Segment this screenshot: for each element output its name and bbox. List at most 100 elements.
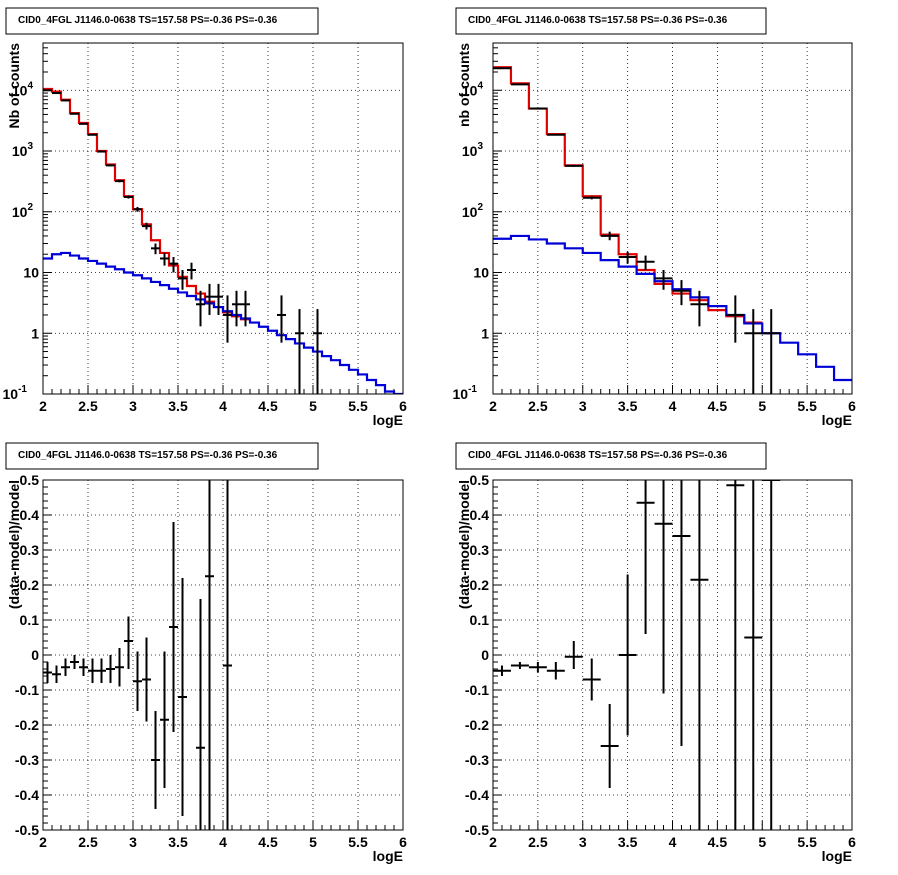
x-tick-label: 5 — [758, 834, 766, 850]
y-tick-label: 0.1 — [470, 612, 490, 628]
x-axis-label: logE — [373, 848, 403, 864]
background-model-line — [43, 251, 403, 394]
title-box — [455, 7, 767, 35]
data-point — [510, 662, 529, 669]
x-tick-label: 3.5 — [168, 398, 188, 414]
data-point — [205, 283, 214, 315]
x-axis-label: logE — [822, 848, 852, 864]
data-point — [97, 658, 106, 683]
y-tick-label: 10 — [23, 265, 39, 281]
x-tick-label: 5.5 — [797, 834, 817, 850]
data-point — [142, 637, 151, 722]
data-point — [564, 164, 583, 167]
data-point — [124, 616, 133, 669]
y-tick-label: 103 — [12, 141, 34, 159]
data-point — [70, 112, 79, 115]
x-tick-label: 2.5 — [78, 834, 98, 850]
total-model-line — [493, 66, 763, 324]
data-point — [223, 295, 232, 343]
y-tick-label: 0 — [481, 647, 489, 663]
plot-area — [493, 480, 781, 830]
data-point — [672, 280, 691, 306]
data-point — [528, 107, 547, 110]
y-tick-label: 0.2 — [20, 577, 40, 593]
y-tick-label: 0.4 — [20, 507, 40, 523]
data-point — [636, 480, 655, 634]
x-tick-label: 2.5 — [528, 398, 548, 414]
data-point — [88, 133, 97, 136]
plot-frame — [492, 42, 853, 395]
data-point — [654, 269, 673, 290]
data-point — [115, 648, 124, 687]
x-tick-label: 5 — [309, 834, 317, 850]
x-tick-label: 3 — [129, 834, 137, 850]
y-tick-label: 0.1 — [20, 612, 40, 628]
data-point — [70, 655, 79, 669]
data-point — [178, 578, 187, 816]
data-point — [61, 658, 70, 676]
data-point — [690, 480, 709, 830]
y-axis-label: (data-model)/model — [456, 480, 472, 609]
chart-title: CID0_4FGL J1146.0-0638 TS=157.58 PS=-0.3… — [18, 450, 278, 461]
data-point — [196, 599, 205, 830]
y-tick-label: -0.5 — [465, 822, 489, 838]
x-tick-label: 5.5 — [348, 398, 368, 414]
y-tick-label: 0.5 — [470, 472, 490, 488]
x-tick-label: 4.5 — [258, 398, 278, 414]
x-tick-label: 5 — [758, 398, 766, 414]
y-tick-label: 103 — [462, 141, 484, 159]
plot-area — [43, 480, 232, 830]
data-point — [762, 309, 781, 394]
y-tick-label: -0.4 — [15, 787, 39, 803]
chart-title: CID0_4FGL J1146.0-0638 TS=157.58 PS=-0.3… — [18, 15, 278, 26]
data-point — [726, 295, 745, 343]
x-tick-label: 2 — [489, 398, 497, 414]
x-tick-label: 3 — [579, 834, 587, 850]
data-point — [654, 480, 673, 694]
y-tick-label: -0.1 — [15, 682, 39, 698]
y-tick-label: -0.3 — [15, 752, 39, 768]
x-tick-label: 6 — [848, 398, 856, 414]
data-point — [124, 195, 133, 199]
data-point — [223, 480, 232, 830]
data-point — [43, 89, 52, 92]
data-point — [636, 255, 655, 270]
x-tick-label: 6 — [399, 834, 407, 850]
x-axis-label: logE — [822, 412, 852, 428]
data-point — [762, 480, 781, 830]
data-point — [546, 133, 565, 136]
x-tick-label: 3.5 — [618, 398, 638, 414]
plot-area — [493, 66, 852, 394]
data-point — [79, 658, 88, 676]
plot-area — [43, 87, 403, 394]
x-tick-label: 4 — [669, 398, 677, 414]
x-tick-label: 6 — [848, 834, 856, 850]
background-model-line — [493, 234, 852, 382]
data-point — [528, 662, 547, 673]
y-tick-label: 10-1 — [3, 384, 28, 402]
y-tick-label: 0.4 — [470, 507, 490, 523]
data-point — [106, 655, 115, 683]
y-axis-label: Nb of counts — [6, 43, 22, 129]
x-tick-label: 4.5 — [708, 834, 728, 850]
data-point — [690, 290, 709, 327]
x-tick-label: 2.5 — [78, 398, 98, 414]
data-point — [241, 290, 250, 327]
y-tick-label: 0.2 — [470, 577, 490, 593]
x-tick-label: 4 — [669, 834, 677, 850]
panel-bottom-right: 2 2.5 3 3.5 4 4.5 5 5.5 6 -0.5 -0.4 -0.3 -0.2 -0.1 0 0.… — [455, 442, 856, 864]
data-point — [582, 658, 601, 701]
y-tick-label: -0.1 — [465, 682, 489, 698]
x-tick-label: 4.5 — [708, 398, 728, 414]
y-tick-label: 1 — [481, 325, 489, 341]
data-point — [151, 243, 160, 255]
data-point — [151, 711, 160, 809]
x-tick-label: 3 — [579, 398, 587, 414]
x-tick-label: 2.5 — [528, 834, 548, 850]
data-point — [142, 222, 151, 230]
data-point — [169, 522, 178, 732]
plot-frame — [42, 479, 404, 831]
data-point — [493, 665, 511, 676]
data-point — [618, 574, 637, 736]
